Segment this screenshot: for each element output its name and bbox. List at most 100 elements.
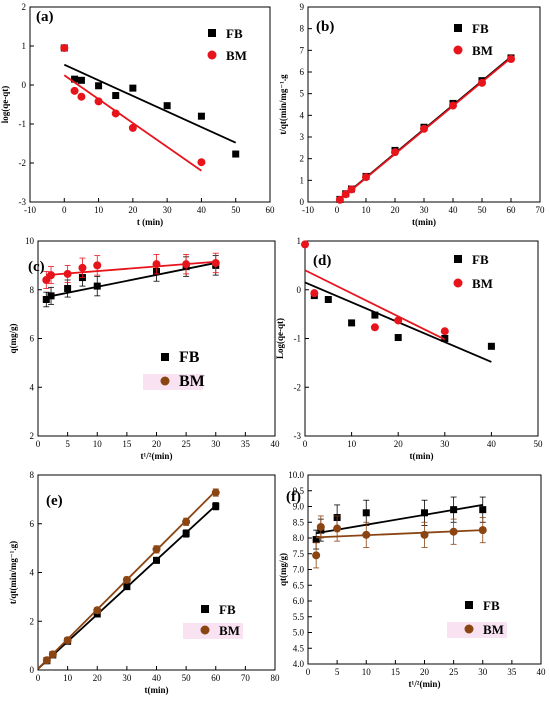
- data-point: [211, 258, 220, 267]
- y-tick-label: 4: [300, 110, 305, 120]
- x-tick-label: 25: [449, 667, 459, 677]
- legend-marker: [200, 625, 210, 635]
- data-point: [362, 173, 370, 182]
- data-point: [211, 488, 220, 497]
- plot-frame: [37, 474, 276, 671]
- y-axis-label: q(mg/g): [8, 324, 18, 354]
- legend-label: FB: [472, 252, 489, 267]
- panel-tag: (e): [46, 493, 63, 509]
- y-tick-label: 8: [300, 24, 305, 34]
- x-tick-label: 70: [241, 673, 251, 683]
- x-tick-label: 0: [36, 439, 41, 449]
- data-point: [371, 311, 379, 319]
- data-point: [487, 342, 495, 350]
- plot-frame: [304, 240, 539, 437]
- data-point: [310, 289, 319, 298]
- x-tick-label: 35: [507, 667, 517, 677]
- data-point: [341, 190, 350, 199]
- data-point: [197, 112, 205, 120]
- x-tick-label: 10: [93, 439, 103, 449]
- data-point: [111, 109, 120, 118]
- data-point: [232, 150, 240, 158]
- legend-label: FB: [179, 349, 200, 366]
- data-point: [370, 323, 379, 332]
- x-tick-label: 15: [391, 667, 401, 677]
- x-tick-label: 0: [335, 205, 340, 215]
- data-point: [479, 506, 487, 514]
- x-tick-label: 10: [347, 439, 357, 449]
- legend-marker: [453, 45, 463, 55]
- x-tick-label: 30: [211, 439, 221, 449]
- data-point: [440, 327, 449, 336]
- data-point: [63, 636, 72, 645]
- x-tick-label: 0: [36, 673, 41, 683]
- x-tick-label: 30: [478, 667, 488, 677]
- legend-marker: [160, 376, 170, 386]
- x-tick-label: 35: [241, 439, 251, 449]
- x-tick-label: 20: [391, 205, 401, 215]
- x-axis-label: t(min): [412, 217, 436, 227]
- data-point: [301, 240, 309, 249]
- data-point: [128, 123, 137, 132]
- data-point: [394, 316, 403, 325]
- data-point: [421, 509, 428, 517]
- y-tick-label: 4: [30, 382, 35, 392]
- data-point: [93, 606, 102, 615]
- panel-tag: (c): [28, 259, 45, 275]
- data-point: [312, 536, 320, 544]
- series-BM: [37, 488, 220, 670]
- legend-label: BM: [472, 43, 493, 58]
- series-BM: [60, 43, 206, 172]
- y-tick-label: 6: [300, 67, 305, 77]
- x-tick-label: 70: [536, 205, 546, 215]
- x-tick-label: 20: [152, 439, 162, 449]
- series-BM: [301, 240, 449, 341]
- y-tick-label: 6.5: [293, 580, 305, 590]
- y-tick-label: 2: [30, 616, 35, 626]
- data-point: [394, 334, 402, 342]
- x-axis-label: t¹/²(min): [409, 679, 441, 689]
- x-tick-label: 20: [394, 439, 404, 449]
- data-point: [153, 556, 160, 564]
- legend-highlight: [447, 622, 507, 638]
- legend-highlight: [143, 374, 203, 390]
- legend-marker: [207, 50, 217, 60]
- data-point: [95, 82, 103, 90]
- panel-tag: (a): [36, 9, 54, 25]
- x-tick-label: 15: [122, 439, 132, 449]
- data-point: [478, 78, 486, 87]
- y-tick-label: 6: [30, 519, 35, 529]
- y-tick-label: 2: [22, 2, 27, 12]
- data-point: [182, 260, 191, 269]
- fit-line: [316, 529, 483, 539]
- x-tick-label: 50: [478, 205, 488, 215]
- y-tick-label: 10.0: [288, 470, 304, 480]
- data-point: [42, 656, 51, 665]
- legend-label: FB: [472, 21, 489, 36]
- fit-line: [63, 74, 202, 172]
- x-axis-label: t(min): [145, 685, 169, 695]
- y-tick-label: 2: [30, 431, 35, 441]
- x-axis-label: t(min): [410, 451, 434, 461]
- chart-d: 0 10 20 30 40 50 -3 -2 -1 0 1 t(min) Log(qe-qt) (d) FB…: [275, 236, 543, 461]
- y-tick-label: 5: [300, 89, 305, 99]
- x-tick-label: 5: [65, 439, 70, 449]
- data-point: [335, 195, 344, 204]
- data-point: [212, 502, 220, 510]
- y-tick-label: 7.0: [293, 565, 305, 575]
- y-tick-label: 1: [300, 175, 305, 185]
- y-axis-label: qt(mg/g): [278, 553, 288, 586]
- y-tick-label: 4.5: [293, 643, 305, 653]
- x-tick-label: 60: [211, 673, 221, 683]
- y-tick-label: 6.0: [293, 596, 305, 606]
- data-point: [348, 319, 356, 327]
- x-tick-label: -10: [302, 205, 314, 215]
- legend-highlight: [183, 623, 243, 639]
- legend-marker: [453, 278, 463, 288]
- legend-label: BM: [179, 373, 205, 390]
- data-point: [449, 527, 458, 536]
- legend-label: FB: [219, 602, 236, 617]
- y-tick-label: 3: [300, 132, 305, 142]
- x-tick-label: 30: [420, 205, 430, 215]
